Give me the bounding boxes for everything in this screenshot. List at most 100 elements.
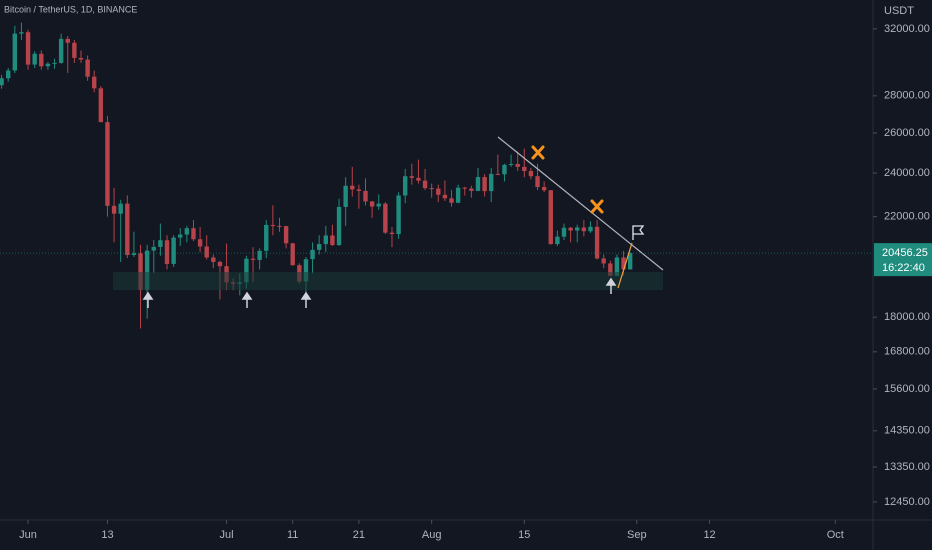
y-tick-label: 14350.00 — [884, 425, 930, 437]
candle-body — [541, 187, 547, 191]
candle-body — [184, 228, 190, 235]
y-tick-label: 28000.00 — [884, 90, 930, 102]
candle-body — [442, 194, 448, 199]
candle-body — [422, 180, 428, 189]
candle-body — [39, 53, 44, 67]
x-tick-label: Jun — [19, 529, 37, 541]
candle-body — [85, 59, 90, 77]
countdown-label: 16:22:40 — [882, 262, 925, 274]
candle-body — [98, 88, 104, 123]
candle-body — [621, 257, 626, 270]
arrows — [142, 277, 617, 308]
candle-body — [118, 203, 123, 214]
candle-body — [211, 257, 216, 262]
candle-body — [144, 250, 150, 290]
candle-body — [303, 259, 309, 282]
x-tick-label: 13 — [101, 529, 113, 541]
candle-body — [257, 250, 262, 260]
candle-body — [191, 228, 196, 240]
x-tick-label: Jul — [220, 529, 234, 541]
candle-body — [522, 166, 527, 171]
candle-body — [310, 249, 315, 260]
candle-body — [383, 203, 388, 233]
candle-body — [25, 32, 31, 65]
candle-body — [614, 257, 620, 276]
candle-body — [455, 187, 461, 203]
candle-body — [568, 227, 573, 231]
candle-body — [92, 76, 97, 89]
candle-body — [462, 187, 467, 189]
candle-body — [436, 188, 441, 195]
candle-body — [244, 258, 249, 283]
candle-body — [290, 243, 295, 266]
candle-body — [376, 203, 381, 207]
axes: 12450.00 13350.00 14350.00 15600.00 16800.00… — [0, 23, 932, 541]
candle-body — [283, 226, 289, 244]
candle-body — [105, 122, 110, 206]
candle-body — [429, 188, 434, 190]
candle-body — [350, 185, 355, 190]
candle-body — [555, 236, 560, 245]
candle-body — [277, 225, 282, 227]
x-tick-label: Sep — [627, 529, 647, 541]
candle-body — [171, 237, 176, 264]
candle-body — [561, 227, 567, 237]
y-tick-label: 24000.00 — [884, 167, 930, 179]
candle-body — [588, 226, 593, 232]
candle-body — [65, 38, 70, 43]
candle-body — [343, 185, 348, 207]
y-tick-label: 22000.00 — [884, 211, 930, 223]
candle-body — [548, 190, 553, 245]
candle-body — [45, 63, 51, 67]
candle-body — [6, 70, 11, 79]
candle-body — [270, 224, 276, 226]
y-tick-label: 12450.00 — [884, 496, 930, 508]
candle-body — [19, 32, 24, 34]
candle-body — [449, 198, 454, 203]
candle-body — [489, 173, 494, 192]
candle-body — [125, 203, 130, 256]
y-tick-label: 13350.00 — [884, 461, 930, 473]
candle-body — [389, 232, 395, 235]
candle-body — [0, 78, 4, 86]
candle-body — [250, 258, 256, 260]
candle-body — [72, 42, 77, 58]
chart-title: Bitcoin / TetherUS, 1D, BINANCE — [4, 4, 137, 14]
flag — [632, 225, 645, 240]
candle-body — [369, 201, 375, 207]
y-tick-label: 18000.00 — [884, 311, 930, 323]
candles — [0, 22, 633, 329]
candle-body — [482, 177, 487, 192]
last-price-label: 20456.25 — [882, 247, 928, 259]
candle-body — [264, 224, 269, 251]
candle-body — [403, 176, 408, 196]
candle-body — [217, 261, 223, 267]
candle-body — [12, 33, 18, 71]
y-tick-label: 26000.00 — [884, 127, 930, 139]
candle-body — [508, 163, 514, 165]
candle-body — [601, 258, 606, 264]
last-price-box — [874, 243, 932, 277]
candle-body — [197, 239, 203, 247]
candle-body — [627, 253, 633, 270]
candle-body — [356, 189, 362, 191]
candle-body — [138, 253, 143, 290]
candle-body — [502, 164, 507, 175]
y-tick-label: 32000.00 — [884, 23, 930, 35]
candle-body — [52, 62, 57, 64]
candle-body — [416, 177, 421, 181]
x-tick-label: 15 — [518, 529, 530, 541]
candle-body — [409, 176, 415, 178]
candle-body — [111, 205, 117, 214]
candle-body — [581, 227, 587, 232]
y-tick-label: 15600.00 — [884, 383, 930, 395]
trend-line — [497, 136, 664, 271]
candle-body — [204, 246, 209, 258]
candle-body — [151, 246, 156, 251]
candle-body — [535, 176, 540, 188]
projection-line — [617, 242, 633, 289]
candle-body — [475, 177, 481, 191]
support-zone — [113, 272, 663, 290]
candle-body — [178, 234, 183, 238]
